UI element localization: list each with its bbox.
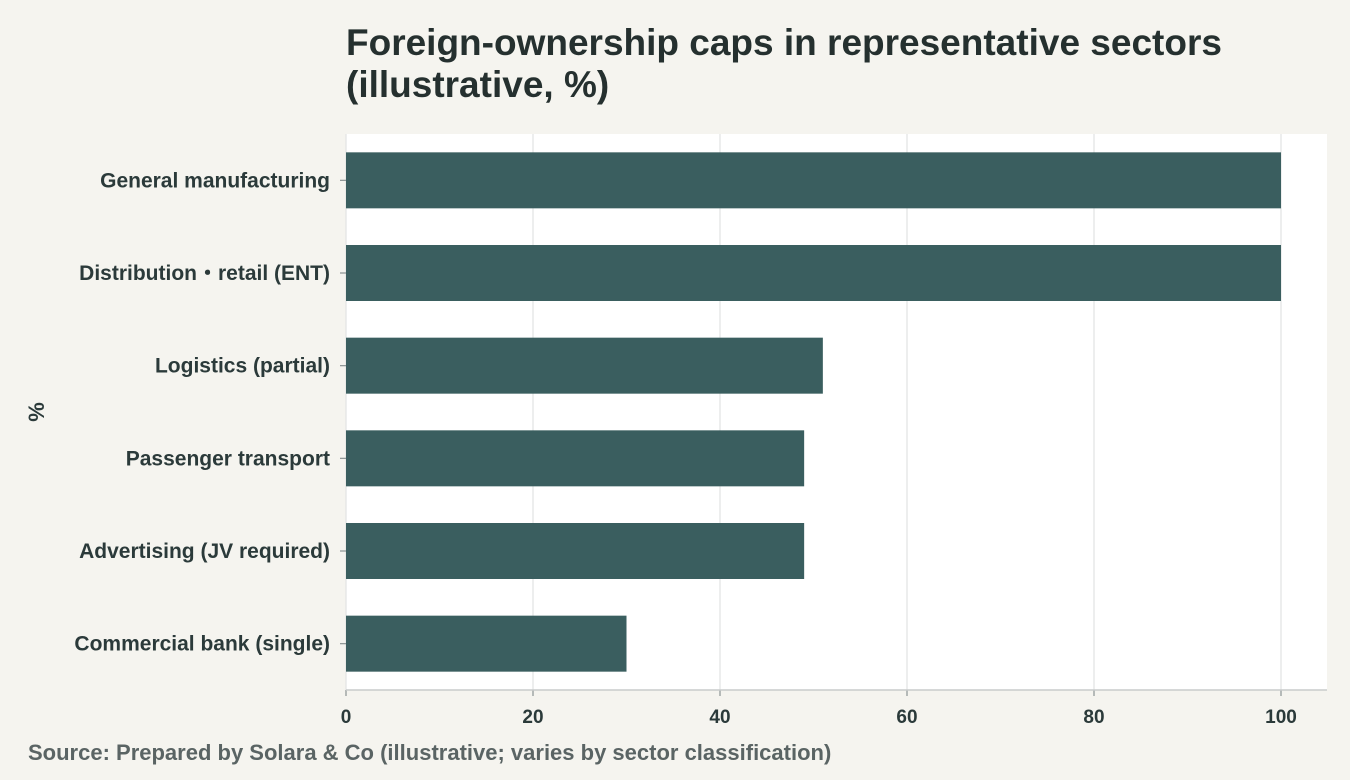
plot-area <box>346 134 1327 690</box>
source-note: Source: Prepared by Solara & Co (illustr… <box>28 740 832 765</box>
category-labels: General manufacturing Distribution・retail… <box>74 169 346 656</box>
bar <box>346 615 627 672</box>
x-tick-label: 100 <box>1265 707 1297 728</box>
chart-title: Foreign-ownership caps in representative… <box>346 22 1222 105</box>
bar <box>346 245 1281 301</box>
category-label: General manufacturing <box>100 169 330 192</box>
bar <box>346 430 805 487</box>
category-label: Logistics (partial) <box>155 355 330 378</box>
x-tick-label: 20 <box>522 707 543 728</box>
gridlines <box>345 134 1282 690</box>
category-label: Distribution・retail (ENT) <box>79 262 330 285</box>
category-label: Passenger transport <box>126 447 330 470</box>
x-tick-labels: 0 20 40 60 80 100 <box>341 690 1297 728</box>
x-tick-label: 80 <box>1083 707 1104 728</box>
category-label: Advertising (JV required) <box>79 540 330 563</box>
x-tick-label: 40 <box>709 707 730 728</box>
y-axis-label: % <box>24 402 49 422</box>
bar <box>346 523 805 579</box>
x-tick-label: 60 <box>896 707 917 728</box>
bar <box>346 152 1281 209</box>
x-tick-label: 0 <box>341 707 352 728</box>
bars <box>346 152 1281 672</box>
bar <box>346 337 823 394</box>
category-label: Commercial bank (single) <box>74 633 330 656</box>
